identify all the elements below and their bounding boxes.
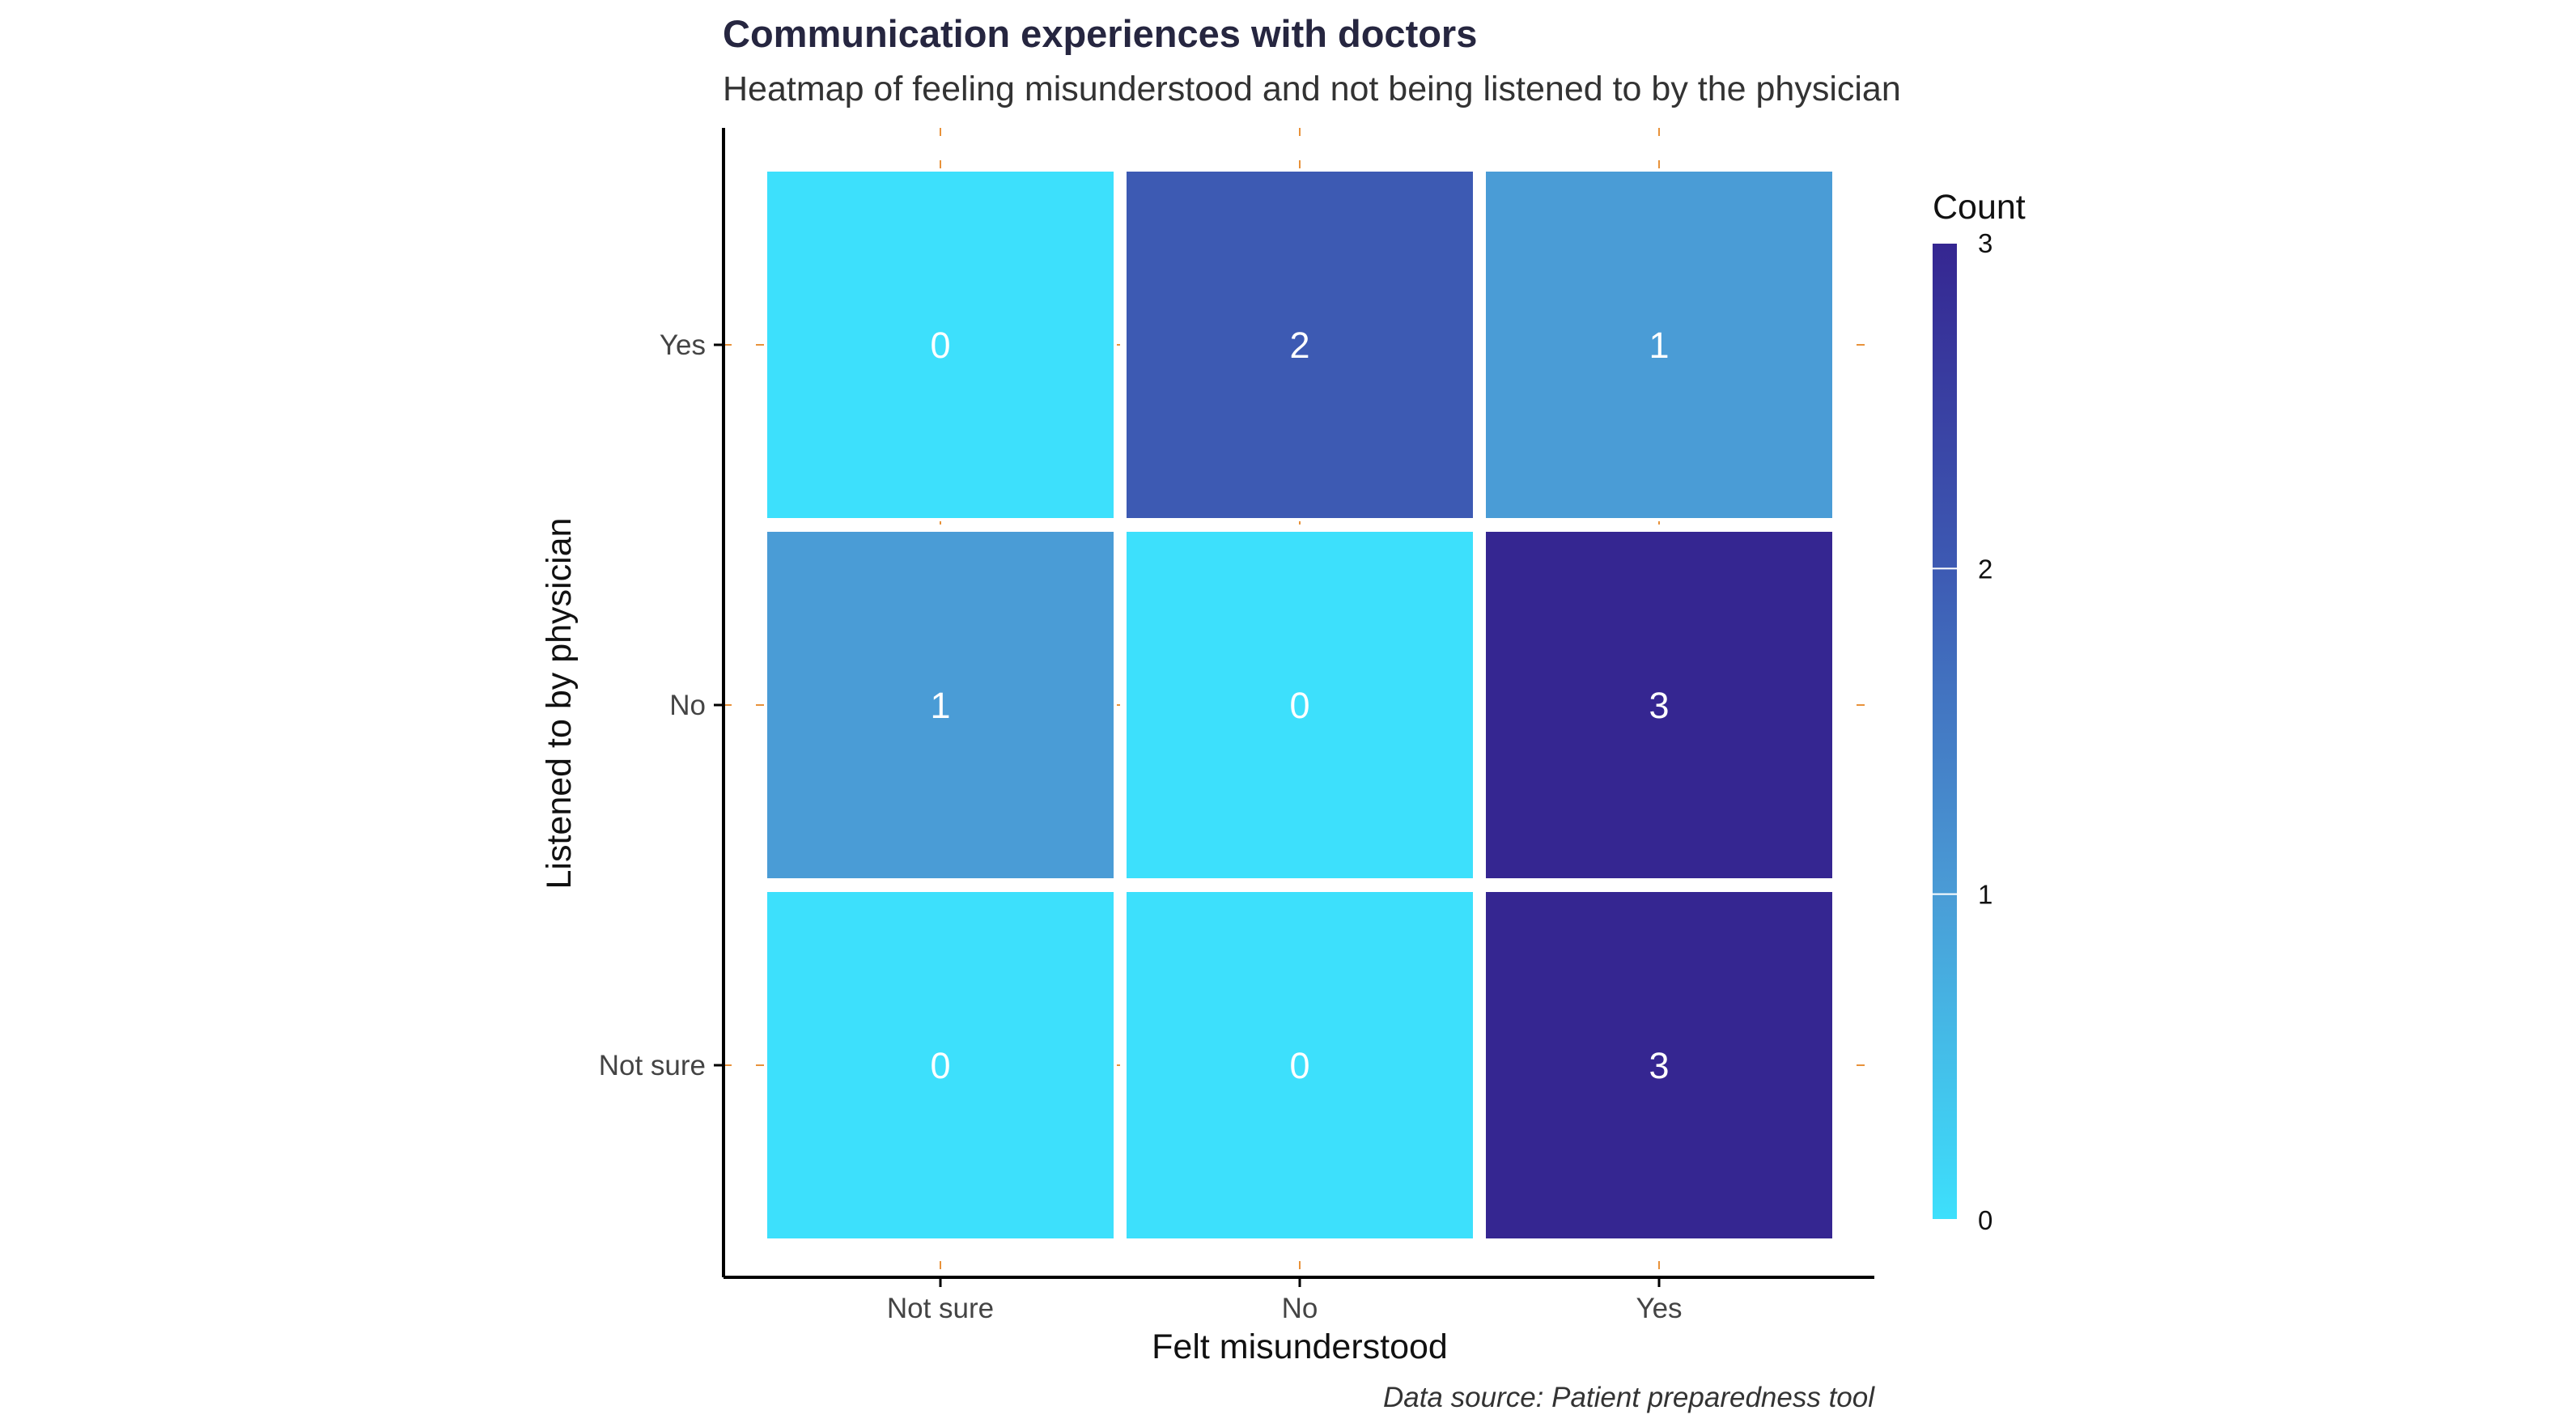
legend-tick-label-1: 1 (1978, 880, 1992, 910)
heatmap-cell-0-1 (1123, 168, 1476, 521)
legend-colorbar (1933, 243, 1957, 1220)
heatmap-cell-1-2 (1483, 529, 1835, 881)
legend-tick-label-0: 0 (1978, 1205, 1992, 1235)
cell-value-1-1: 0 (1289, 685, 1309, 726)
y-tick-label-0: Yes (660, 329, 706, 361)
chart-title: Communication experiences with doctors (723, 12, 1477, 55)
cell-value-2-2: 3 (1649, 1045, 1669, 1086)
legend-ticks: 0 1 2 3 (1933, 228, 1992, 1235)
x-axis-ticks: Not sure No Yes (887, 1277, 1683, 1324)
color-legend: Count 0 1 2 3 (1933, 188, 2026, 1235)
cell-value-2-0: 0 (930, 1045, 950, 1086)
y-tick-label-1: No (669, 690, 706, 721)
heatmap-cell-2-0 (764, 889, 1117, 1242)
legend-title: Count (1933, 188, 2026, 227)
heatmap-cell-2-2 (1483, 889, 1835, 1242)
heatmap-cell-labels: 0 2 1 1 0 3 0 0 3 (930, 325, 1669, 1086)
cell-value-2-1: 0 (1289, 1045, 1309, 1086)
heatmap-cell-1-1 (1123, 529, 1476, 881)
x-tick-label-2: Yes (1636, 1293, 1682, 1324)
x-tick-label-0: Not sure (887, 1293, 994, 1324)
data-source-caption: Data source: Patient preparedness tool (1383, 1382, 1875, 1413)
x-tick-label-1: No (1282, 1293, 1318, 1324)
legend-tick-label-2: 2 (1978, 554, 1992, 584)
x-axis-title: Felt misunderstood (1152, 1327, 1448, 1366)
cell-value-0-2: 1 (1649, 325, 1669, 366)
cell-value-0-1: 2 (1289, 325, 1309, 366)
heatmap-cell-0-2 (1483, 168, 1835, 521)
cell-value-0-0: 0 (930, 325, 950, 366)
heatmap-cell-1-0 (764, 529, 1117, 881)
y-axis-title: Listened to by physician (540, 518, 579, 890)
y-axis-ticks: Yes No Not sure (599, 329, 724, 1081)
cell-value-1-2: 3 (1649, 685, 1669, 726)
heatmap-cell-0-0 (764, 168, 1117, 521)
cell-value-1-0: 1 (930, 685, 950, 726)
chart-subtitle: Heatmap of feeling misunderstood and not… (723, 70, 1901, 108)
heatmap-cells (764, 168, 1835, 1242)
y-tick-label-2: Not sure (599, 1050, 706, 1081)
legend-tick-label-3: 3 (1978, 228, 1992, 258)
heatmap-cell-2-1 (1123, 889, 1476, 1242)
